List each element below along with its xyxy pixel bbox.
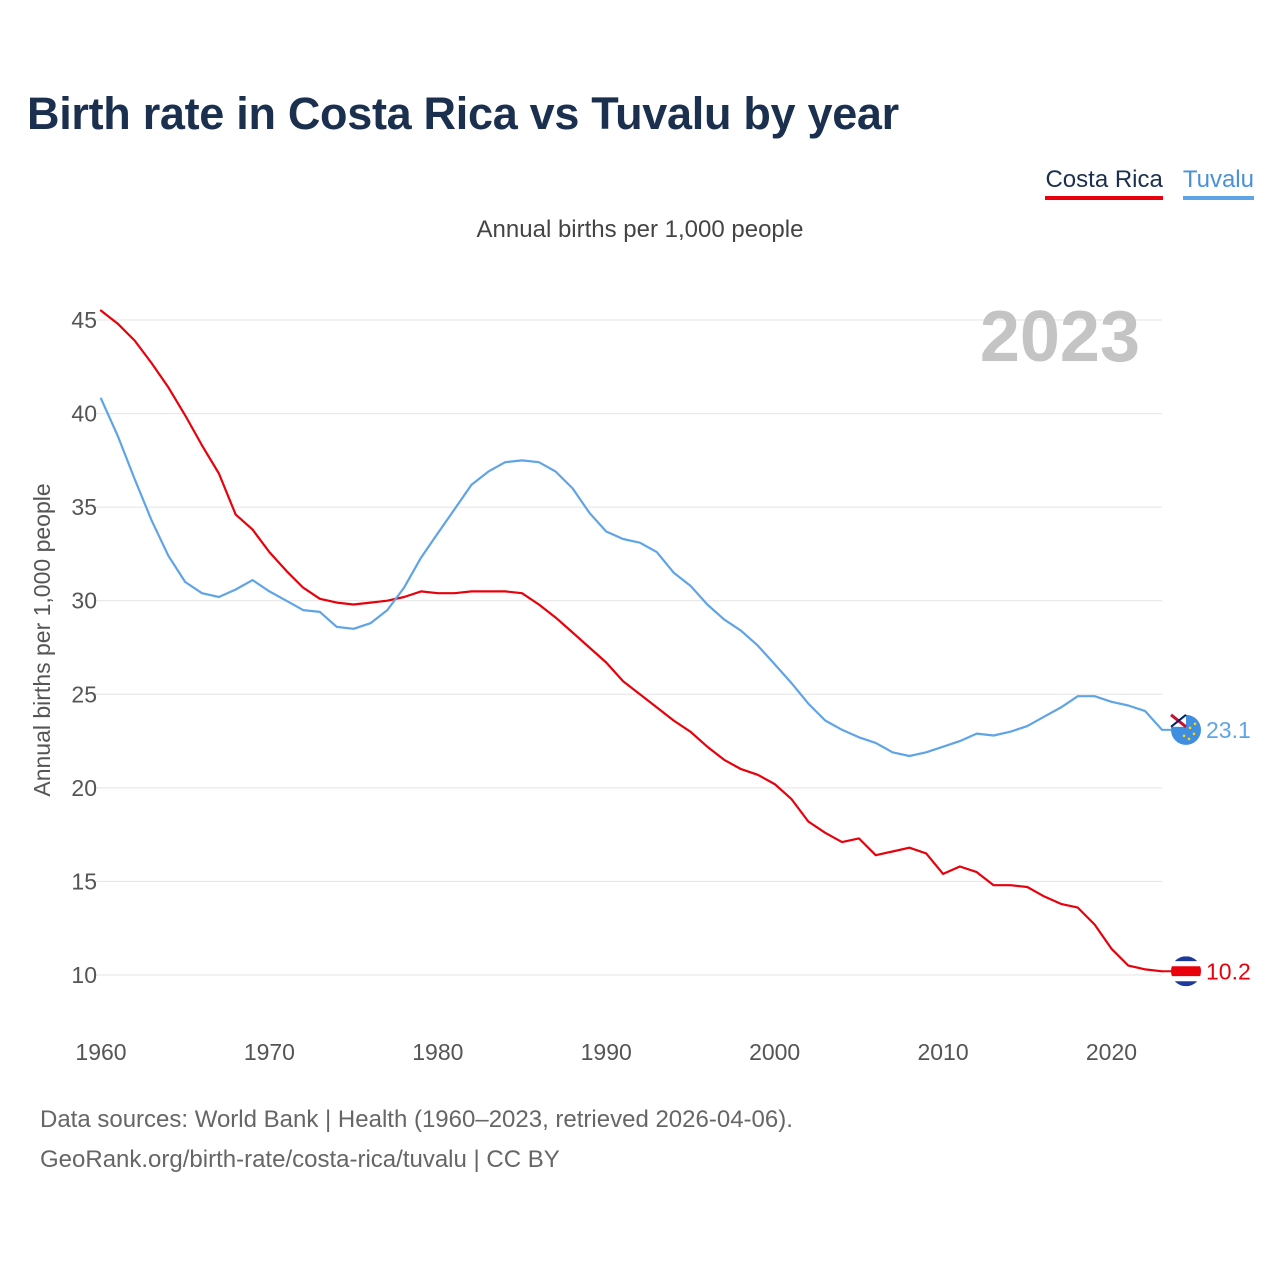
x-tick-label: 1980 — [412, 1039, 463, 1065]
legend-item-costa-rica[interactable]: Costa Rica — [1045, 166, 1163, 200]
y-tick-label: 40 — [71, 401, 97, 427]
y-tick-label: 35 — [71, 494, 97, 520]
y-tick-label: 20 — [71, 775, 97, 801]
x-tick-label: 2010 — [917, 1039, 968, 1065]
chart-subtitle: Annual births per 1,000 people — [476, 216, 804, 243]
source-line: Data sources: World Bank | Health (1960–… — [40, 1106, 793, 1133]
x-tick-label: 1970 — [244, 1039, 295, 1065]
x-tick-label: 2020 — [1086, 1039, 1137, 1065]
chart-title: Birth rate in Costa Rica vs Tuvalu by ye… — [27, 88, 899, 139]
tuvalu-flag-icon — [1170, 713, 1201, 745]
legend-item-tuvalu[interactable]: Tuvalu — [1182, 166, 1254, 200]
y-tick-label: 15 — [71, 868, 97, 894]
y-tick-label: 30 — [71, 588, 97, 614]
costa-rica-flag-icon — [1171, 956, 1201, 987]
x-tick-label: 2000 — [749, 1039, 800, 1065]
y-tick-label: 10 — [71, 962, 97, 988]
series-line-costa-rica[interactable] — [99, 309, 1164, 973]
series-end-label-costa-rica: 10.2 — [1206, 958, 1251, 984]
y-tick-label: 45 — [71, 307, 97, 333]
source-link[interactable]: GeoRank.org/birth-rate/costa-rica/tuvalu… — [40, 1146, 560, 1173]
year-label: 2023 — [980, 297, 1140, 377]
y-axis-label: Annual births per 1,000 people — [29, 483, 55, 796]
series-line-tuvalu[interactable] — [99, 397, 1164, 758]
y-tick-label: 25 — [71, 681, 97, 707]
series-end-label-tuvalu: 23.1 — [1206, 717, 1251, 743]
legend: Costa Rica Tuvalu — [1045, 166, 1254, 200]
x-tick-label: 1960 — [75, 1039, 126, 1065]
x-tick-label: 1990 — [581, 1039, 632, 1065]
